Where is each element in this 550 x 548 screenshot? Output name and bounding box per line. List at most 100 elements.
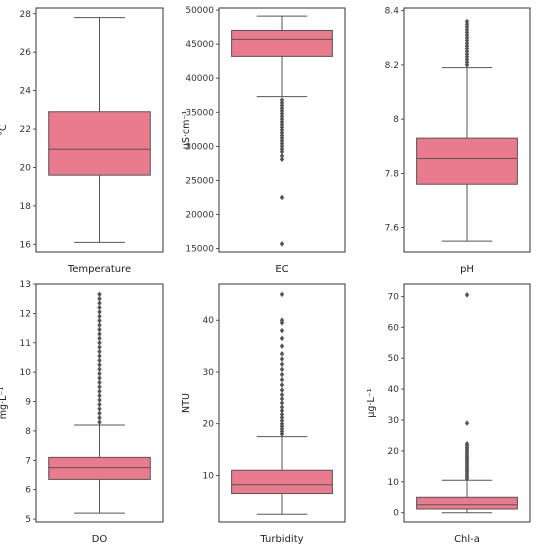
- outlier-point: [97, 353, 102, 359]
- chart-panel-1: 16 18 20 22 24 26 28 Temperature °C: [0, 7, 164, 275]
- outlier-point: [97, 397, 102, 403]
- outlier-point: [279, 327, 285, 334]
- outlier-point: [279, 396, 285, 402]
- y-tick-label: 10: [388, 478, 400, 488]
- y-tick-label: 7.8: [385, 169, 400, 179]
- y-tick-label: 20: [203, 420, 215, 430]
- outlier-point: [97, 313, 102, 320]
- outlier-point: [279, 361, 285, 367]
- y-tick-label: 24: [20, 87, 32, 97]
- y-tick-label: 7: [25, 456, 31, 466]
- outlier-point: [97, 317, 102, 324]
- y-tick-label: 0: [393, 509, 399, 519]
- outlier-point: [97, 322, 102, 328]
- outlier-point: [97, 331, 102, 337]
- y-tick-label: 60: [388, 323, 400, 333]
- outlier-point: [97, 366, 102, 373]
- y-axis-label: NTU: [181, 393, 192, 413]
- y-tick-label: 8: [25, 427, 31, 437]
- outlier-point: [279, 241, 285, 247]
- plot-frame: [403, 7, 531, 253]
- y-tick-label: 25000: [185, 176, 214, 186]
- x-axis-label: EC: [275, 264, 288, 275]
- iqr-box: [231, 469, 333, 495]
- outlier-point: [97, 388, 102, 395]
- outlier-point: [97, 375, 102, 381]
- plot-frame: [218, 283, 346, 523]
- outlier-point: [279, 335, 285, 342]
- y-tick-label: 15000: [185, 245, 214, 255]
- x-axis-label: Turbidity: [259, 534, 303, 545]
- outlier-point: [279, 149, 285, 155]
- y-tick-label: 8: [393, 115, 399, 125]
- outlier-point: [97, 406, 102, 412]
- iqr-box: [416, 496, 518, 510]
- iqr-box: [231, 29, 333, 57]
- outlier-point: [97, 414, 102, 421]
- y-tick-label: 45000: [185, 40, 214, 50]
- iqr-box: [416, 137, 518, 185]
- outlier-point: [464, 292, 470, 298]
- outlier-point: [279, 414, 285, 421]
- chart-panel-5: 10 20 30 40 Turbidity NTU: [181, 283, 346, 545]
- y-tick-label: 22: [20, 125, 31, 135]
- outlier-point: [464, 441, 470, 447]
- outlier-point: [279, 317, 285, 324]
- plot-frame: [35, 283, 164, 523]
- x-axis-label: DO: [92, 534, 108, 545]
- y-tick-label: 26: [20, 48, 32, 58]
- outlier-point: [97, 309, 102, 315]
- y-tick-label: 40: [388, 385, 400, 395]
- outlier-point: [97, 304, 102, 311]
- y-tick-label: 40000: [185, 74, 214, 84]
- plot-frame: [218, 7, 346, 253]
- outlier-point: [97, 344, 102, 350]
- plot-frame: [403, 283, 531, 523]
- y-tick-label: 8.4: [385, 7, 400, 17]
- y-tick-label: 20: [20, 163, 32, 173]
- outlier-point: [279, 407, 285, 414]
- y-tick-label: 18: [20, 202, 32, 212]
- y-tick-label: 12: [20, 309, 31, 319]
- y-tick-label: 10: [203, 471, 215, 481]
- y-tick-label: 40: [203, 316, 215, 326]
- outlier-point: [97, 392, 102, 399]
- outlier-point: [97, 379, 102, 386]
- y-tick-label: 35000: [185, 108, 214, 118]
- outlier-point: [279, 411, 285, 418]
- outlier-point: [279, 366, 285, 373]
- outlier-point: [97, 348, 102, 355]
- chart-panel-2: 15000 20000 25000 30000 35000 40000 45000 50000…: [181, 6, 346, 275]
- outlier-point: [97, 384, 102, 390]
- y-tick-label: 7.6: [385, 224, 400, 234]
- x-axis-label: Temperature: [67, 264, 131, 275]
- y-tick-label: 16: [20, 240, 32, 250]
- y-tick-label: 50000: [185, 6, 214, 16]
- plot-frame: [35, 7, 164, 253]
- iqr-box: [48, 456, 151, 480]
- y-tick-label: 5: [25, 515, 31, 525]
- outlier-point: [97, 410, 102, 417]
- y-axis-label: μg·L⁻¹: [366, 388, 377, 417]
- outlier-point: [97, 335, 102, 342]
- outlier-point: [279, 417, 285, 424]
- outlier-point: [97, 326, 102, 333]
- outlier-point: [279, 387, 285, 393]
- outlier-point: [279, 382, 285, 388]
- outlier-point: [97, 357, 102, 364]
- outlier-point: [97, 295, 102, 302]
- chart-panel-6: 0 10 20 30 40 50 60 70 Chl-a μg·L⁻¹: [366, 283, 531, 545]
- y-tick-label: 50: [388, 354, 400, 364]
- outlier-point: [279, 194, 285, 201]
- y-tick-label: 20: [388, 447, 400, 457]
- outlier-point: [279, 420, 285, 427]
- y-tick-label: 70: [388, 292, 400, 302]
- y-tick-label: 30: [203, 368, 215, 378]
- y-axis-label: °C: [0, 124, 9, 136]
- outlier-point: [97, 370, 102, 377]
- y-tick-label: 30: [388, 416, 400, 426]
- x-axis-label: pH: [460, 264, 474, 275]
- outlier-point: [97, 339, 102, 346]
- outlier-point: [97, 300, 102, 306]
- y-tick-label: 30000: [185, 142, 214, 152]
